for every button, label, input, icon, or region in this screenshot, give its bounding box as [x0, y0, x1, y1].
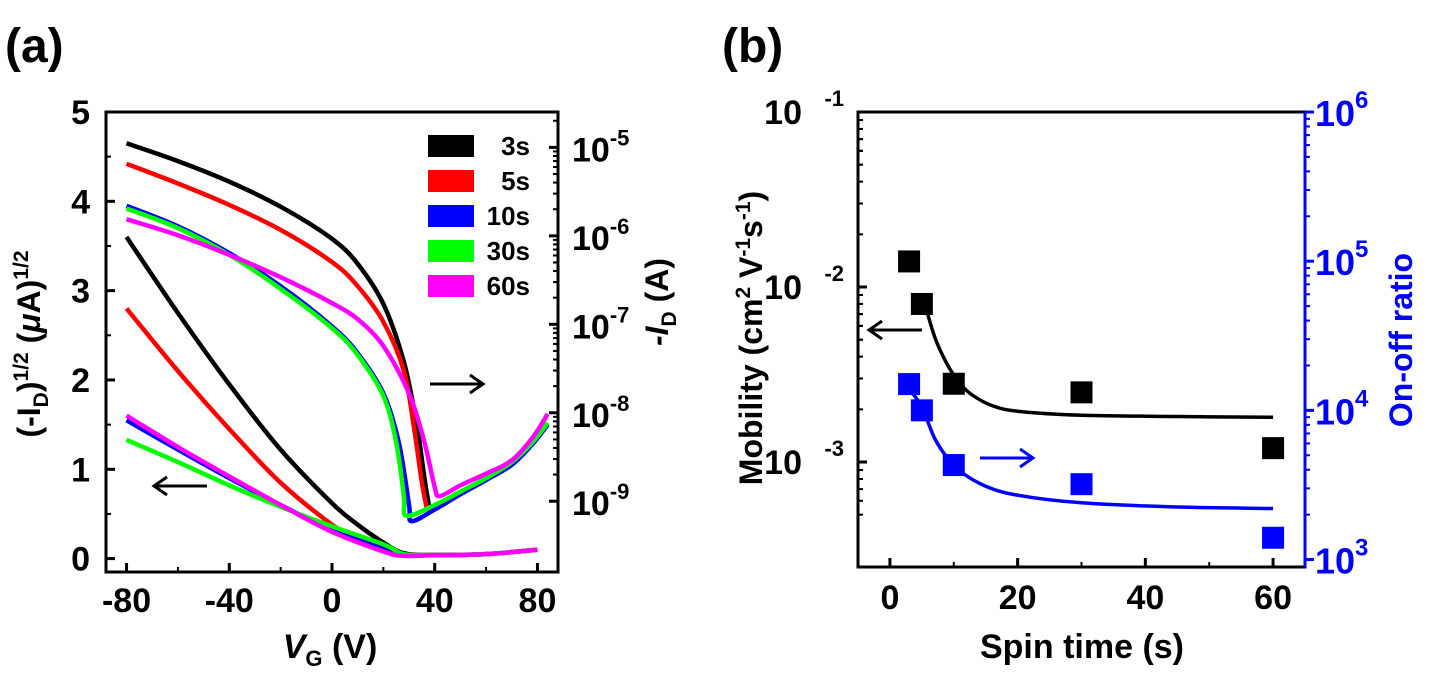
legend-swatch-60s: [428, 275, 474, 297]
panel-a-y-right-label: -ID (A): [639, 258, 681, 346]
panel-b-y-right-ticks: 103 104 105 106: [1305, 87, 1369, 582]
panel-a-label: (a): [5, 20, 64, 73]
on-off-ratio-point: [898, 373, 920, 395]
x-tick-label: 0: [323, 582, 342, 620]
y-right-tick-label: 10-9: [572, 479, 629, 523]
panel-b-frame: [858, 112, 1305, 567]
legend-label-30s: 30s: [487, 236, 530, 266]
y-right-tick-label: 104: [1315, 385, 1369, 432]
x-tick-label: -40: [205, 582, 254, 620]
panel-a-y-left-label: (-ID)1/2 (μA)1/2: [10, 250, 53, 437]
legend-label-3s: 3s: [501, 131, 530, 161]
y-left-tick-label: 10: [764, 269, 802, 307]
series-5s-sqrt-curve: [127, 309, 538, 556]
panel-b-y-right-label: On-off ratio: [1383, 253, 1419, 427]
legend-swatch-3s: [428, 135, 474, 157]
legend-label-5s: 5s: [501, 166, 530, 196]
legend-label-60s: 60s: [487, 271, 530, 301]
on-off-ratio-point: [943, 454, 965, 476]
panel-a-x-axis-label: VG (V): [283, 628, 378, 671]
panel-a-series: [127, 143, 548, 556]
y-right-tick-label: 105: [1315, 236, 1368, 283]
panel-a: (a) -80-4004080 012345 10-910-810-710-61…: [5, 20, 681, 671]
panel-a-legend: 3s 5s 10s 30s 60s: [428, 131, 530, 301]
x-tick-label: 40: [1126, 579, 1164, 617]
x-tick-label: 60: [1254, 579, 1292, 617]
panel-b-y-left-label: Mobility (cm2 V-1s-1): [732, 191, 769, 485]
y-left-tick-label: 10: [764, 444, 802, 482]
legend-swatch-10s: [428, 205, 474, 227]
panel-a-y-left-ticks: 0 1 2 3 4 5: [71, 94, 115, 579]
mobility-point: [1262, 437, 1284, 459]
y-left-tick-label: 2: [71, 362, 90, 400]
y-right-tick-label: 103: [1315, 535, 1368, 582]
y-right-tick-label: 10-8: [572, 391, 629, 435]
y-right-tick-label: 10-7: [572, 302, 629, 346]
y-right-tick-label: 10-5: [572, 125, 629, 169]
mobility-fit-line: [922, 293, 1273, 417]
y-left-tick-exponent: -3: [824, 436, 844, 461]
mobility-point: [943, 373, 965, 395]
legend-swatch-5s: [428, 170, 474, 192]
legend-swatch-30s: [428, 240, 474, 262]
panel-b-label: (b): [722, 20, 783, 73]
on-off-ratio-point: [1071, 473, 1093, 495]
panel-b-x-axis-label: Spin time (s): [980, 628, 1184, 666]
legend-label-10s: 10s: [487, 201, 530, 231]
panel-a-y-right-ticks: 10-9 10-8 10-7 10-6 10-5: [549, 121, 629, 523]
panel-b: (b) 0 20 40 60 10 -3 10 -2 10 -1 103 104 105 106 Sp…: [722, 20, 1419, 666]
mobility-point: [898, 250, 920, 272]
on-off-ratio-point: [911, 399, 933, 421]
y-left-tick-label: 5: [71, 94, 90, 132]
y-right-tick-label: 10-6: [572, 214, 629, 258]
y-left-tick-label: 0: [71, 541, 90, 579]
mobility-point: [911, 293, 933, 315]
y-left-tick-label: 4: [71, 183, 90, 221]
on-off-ratio-point: [1262, 527, 1284, 549]
x-tick-label: 40: [416, 582, 454, 620]
x-tick-label: 0: [880, 579, 899, 617]
mobility-point: [1071, 381, 1093, 403]
y-left-tick-label: 1: [71, 451, 90, 489]
y-left-tick-exponent: -1: [824, 86, 844, 111]
y-right-tick-label: 106: [1315, 87, 1368, 134]
panel-b-y-left-ticks: 10 -3 10 -2 10 -1: [764, 86, 867, 515]
x-tick-label: -80: [102, 582, 151, 620]
x-tick-label: 80: [519, 582, 557, 620]
y-left-tick-exponent: -2: [824, 261, 844, 286]
series-3s-sqrt-curve: [127, 237, 538, 555]
y-left-tick-label: 10: [764, 94, 802, 132]
x-tick-label: 20: [999, 579, 1037, 617]
y-left-tick-label: 3: [71, 273, 90, 311]
